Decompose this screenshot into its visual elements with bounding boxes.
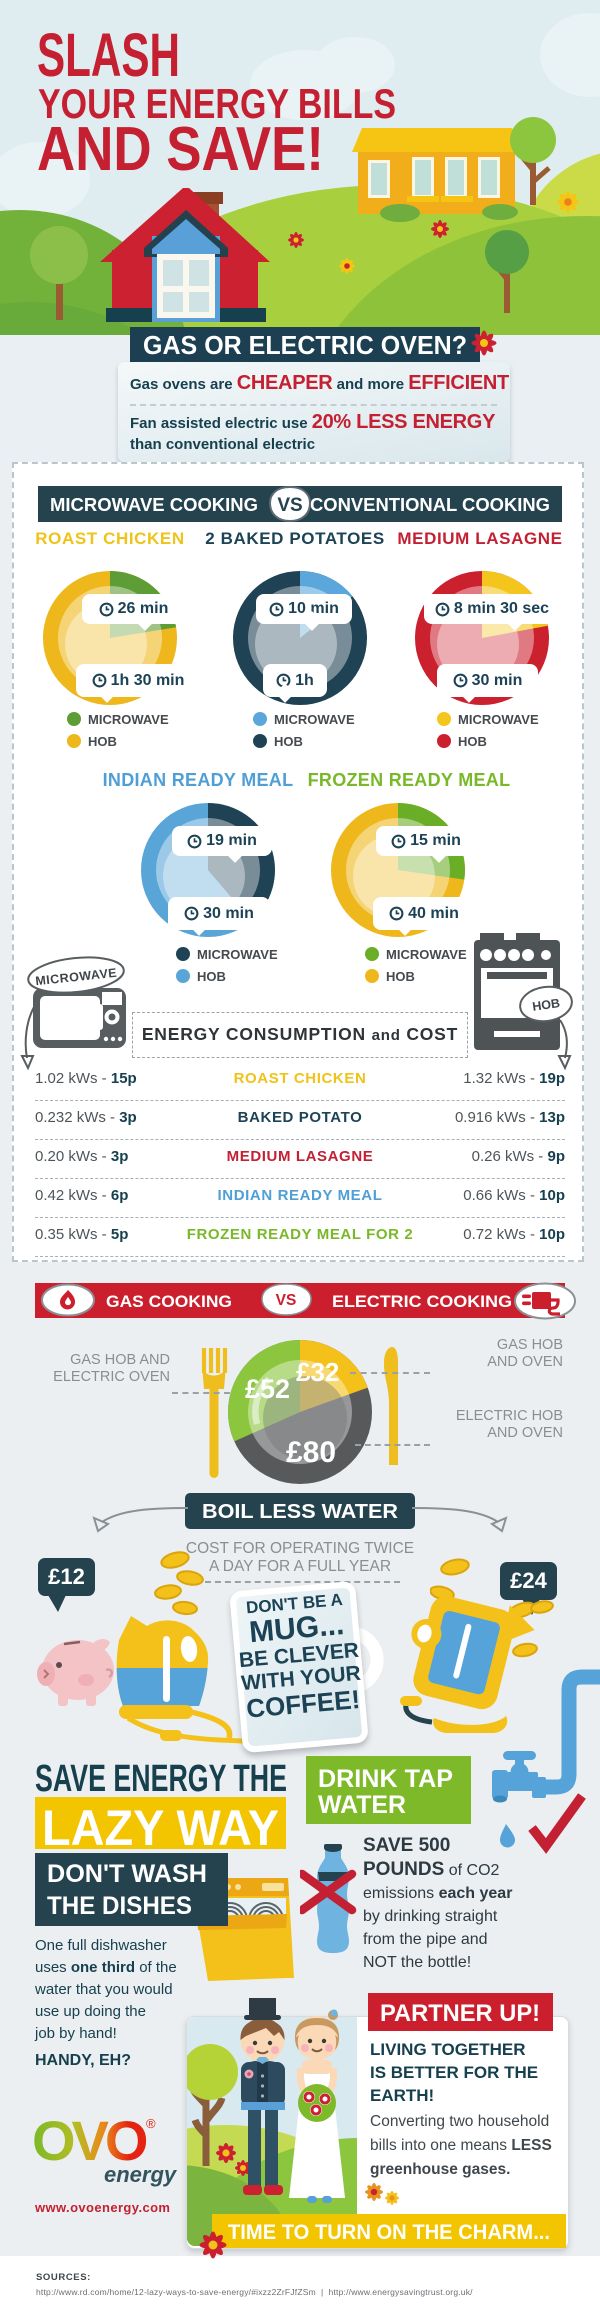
- svg-text:OVO: OVO: [32, 2110, 147, 2172]
- svg-text:LAZY WAY: LAZY WAY: [42, 1800, 279, 1855]
- svg-text:£80: £80: [286, 1436, 336, 1469]
- svg-text:£52: £52: [245, 1374, 290, 1404]
- svg-text:energy: energy: [104, 2162, 178, 2187]
- svg-text:PARTNER UP!: PARTNER UP!: [380, 2000, 540, 2027]
- svg-text:®: ®: [146, 2116, 156, 2131]
- svg-text:BOIL LESS WATER: BOIL LESS WATER: [202, 1501, 399, 1523]
- svg-text:YOUR ENERGY BILLS: YOUR ENERGY BILLS: [38, 80, 396, 127]
- svg-text:CONVENTIONAL COOKING: CONVENTIONAL COOKING: [310, 495, 550, 515]
- svg-text:GAS COOKING: GAS COOKING: [106, 1292, 232, 1311]
- svg-text:HOB: HOB: [531, 996, 560, 1014]
- svg-text:GAS OR ELECTRIC OVEN?: GAS OR ELECTRIC OVEN?: [143, 330, 467, 360]
- svg-text:AND SAVE!: AND SAVE!: [37, 115, 324, 180]
- svg-text:DRINK TAP: DRINK TAP: [318, 1765, 453, 1793]
- svg-text:£32: £32: [296, 1357, 339, 1387]
- svg-text:VS: VS: [277, 495, 302, 516]
- svg-text:ELECTRIC COOKING: ELECTRIC COOKING: [332, 1292, 512, 1311]
- svg-text:TIME TO TURN ON THE CHARM...: TIME TO TURN ON THE CHARM...: [228, 2221, 550, 2244]
- svg-text:VS: VS: [276, 1292, 297, 1309]
- svg-text:THE DISHES: THE DISHES: [47, 1892, 192, 1920]
- svg-text:DON'T WASH: DON'T WASH: [47, 1860, 207, 1888]
- svg-text:SLASH: SLASH: [37, 21, 180, 89]
- svg-text:MICROWAVE COOKING: MICROWAVE COOKING: [50, 495, 258, 515]
- svg-text:SAVE ENERGY THE: SAVE ENERGY THE: [35, 1760, 287, 1800]
- svg-text:WATER: WATER: [318, 1791, 406, 1819]
